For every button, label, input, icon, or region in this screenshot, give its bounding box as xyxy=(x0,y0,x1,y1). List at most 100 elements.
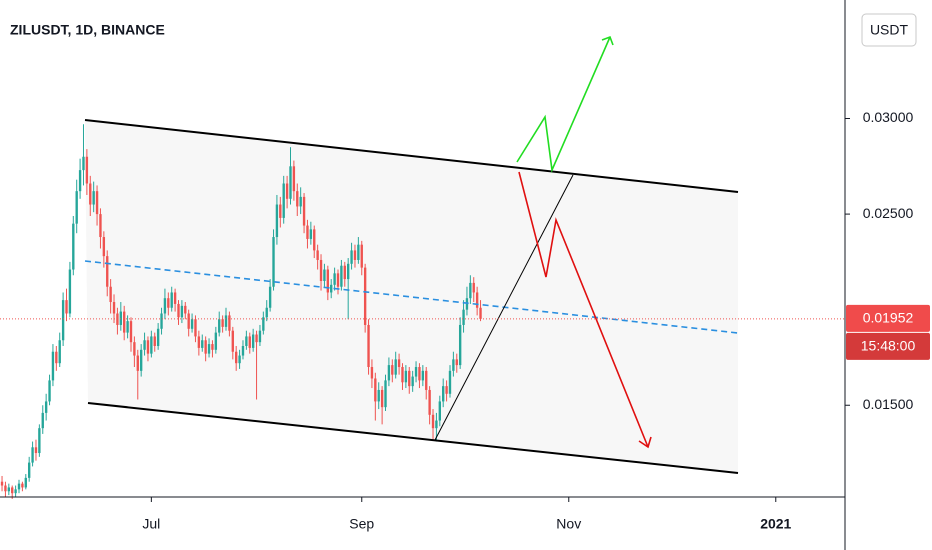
candle-body xyxy=(214,332,218,350)
candle-body xyxy=(374,378,377,402)
candle-body xyxy=(408,370,411,387)
bull-path xyxy=(516,36,611,173)
candle-body xyxy=(207,344,211,354)
bear-path xyxy=(518,171,649,448)
currency-button[interactable] xyxy=(861,13,917,47)
candle-body xyxy=(268,286,272,308)
candle-body xyxy=(455,359,458,366)
candle-body xyxy=(472,282,475,293)
candle-body xyxy=(343,265,346,280)
candle-body xyxy=(302,196,306,226)
candle-body xyxy=(445,386,448,394)
y-tick-label: 0.03000 xyxy=(863,109,914,125)
candle-body xyxy=(428,389,431,415)
candle-body xyxy=(282,183,285,218)
candle-body xyxy=(326,269,330,293)
candle-body xyxy=(448,370,452,394)
candle-body xyxy=(109,286,112,303)
candle-body xyxy=(241,345,245,356)
channel-fill xyxy=(85,120,738,473)
candle-body xyxy=(92,191,95,205)
candle-body xyxy=(167,298,170,308)
candle-body xyxy=(218,319,221,333)
candle-body xyxy=(336,273,340,287)
candle-body xyxy=(299,196,302,207)
candle-body xyxy=(414,367,418,377)
candle-body xyxy=(360,244,363,268)
candle-body xyxy=(292,166,296,192)
candle-body xyxy=(350,250,353,264)
candle-body xyxy=(24,477,27,488)
candle-body xyxy=(265,307,268,318)
candle-body xyxy=(112,302,116,314)
candle-body xyxy=(296,191,299,207)
candle-body xyxy=(136,355,139,371)
candle-body xyxy=(126,321,129,333)
candle-body xyxy=(68,269,72,314)
candle-body xyxy=(228,315,231,331)
candle-body xyxy=(44,401,48,413)
candle-body xyxy=(129,321,133,343)
candle-body xyxy=(61,300,65,341)
candle-body xyxy=(367,324,370,368)
candle-body xyxy=(418,367,421,381)
candle-body xyxy=(384,380,387,408)
candle-body xyxy=(340,265,343,287)
candle-body xyxy=(163,298,167,314)
candle-body xyxy=(38,428,41,454)
candle-body xyxy=(462,309,465,325)
candle-body xyxy=(238,355,241,364)
candle-body xyxy=(123,311,126,333)
candle-body xyxy=(21,483,24,488)
chart-title: ZILUSDT, 1D, BINANCE xyxy=(10,22,165,38)
candle-body xyxy=(143,340,146,350)
candle-body xyxy=(82,156,85,171)
candle-body xyxy=(221,319,224,327)
candle-body xyxy=(475,292,479,308)
x-tick-label: Sep xyxy=(349,516,374,532)
candle-body xyxy=(72,223,75,270)
candle-body xyxy=(204,340,207,354)
candle-body xyxy=(438,401,441,421)
candle-body xyxy=(89,183,92,205)
candle-body xyxy=(330,284,333,293)
candle-body xyxy=(245,336,248,346)
candle-body xyxy=(4,485,7,492)
x-tick-label: 2021 xyxy=(760,516,791,532)
currency-label: USDT xyxy=(870,22,909,38)
candle-body xyxy=(177,303,180,318)
candle-body xyxy=(187,313,190,329)
candle-body xyxy=(262,317,265,331)
bear-arrowhead xyxy=(638,436,652,449)
candle-body xyxy=(411,376,414,387)
candle-body xyxy=(14,489,17,494)
candle-body xyxy=(377,389,380,402)
candle-body xyxy=(452,359,455,371)
candle-body xyxy=(150,336,153,354)
x-tick-label: Jul xyxy=(142,516,160,532)
candle-body xyxy=(190,319,194,329)
candle-body xyxy=(197,336,201,348)
candle-body xyxy=(353,250,357,260)
candle-body xyxy=(479,307,482,319)
candle-body xyxy=(106,256,109,287)
candle-body xyxy=(235,351,238,364)
candle-body xyxy=(401,367,404,383)
channel-bottom xyxy=(87,402,739,474)
candle-body xyxy=(201,340,204,348)
candle-body xyxy=(31,447,34,463)
candle-body xyxy=(58,340,61,364)
last-price-box xyxy=(846,304,930,332)
countdown-box xyxy=(846,332,930,360)
candle-body xyxy=(442,386,445,402)
candle-body xyxy=(309,229,313,239)
candle-body xyxy=(170,292,173,308)
last-price-label: 0.01952 xyxy=(863,310,914,326)
candle-body xyxy=(65,300,68,314)
countdown-label: 15:48:00 xyxy=(861,338,916,354)
candle-body xyxy=(0,481,4,486)
candle-body xyxy=(48,380,51,402)
candle-body xyxy=(435,420,438,429)
candle-body xyxy=(7,487,11,492)
candle-body xyxy=(319,259,323,281)
